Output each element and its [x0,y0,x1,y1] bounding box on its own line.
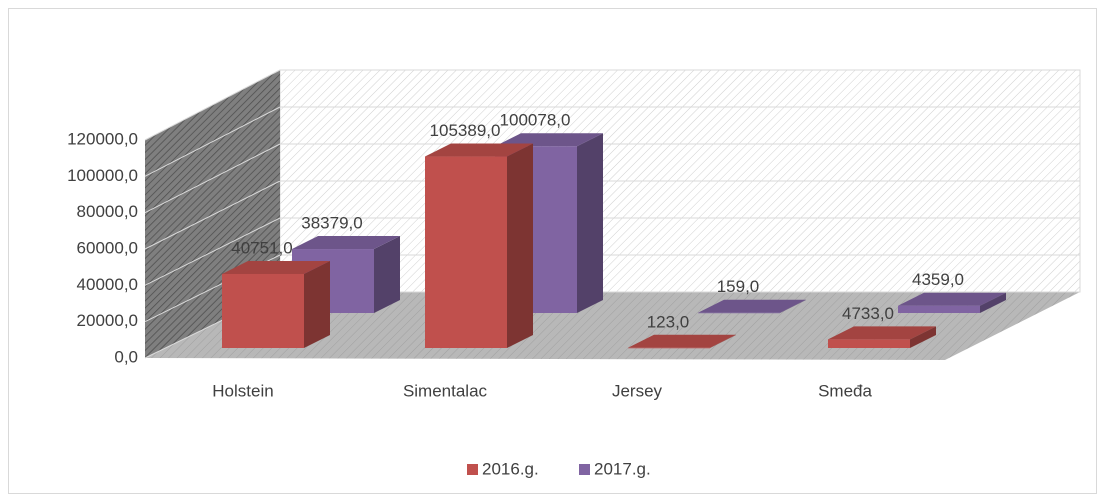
y-tick-label: 80000,0 [77,202,138,221]
value-label: 40751,0 [231,238,292,257]
bar [628,347,710,349]
bar-top [222,260,330,274]
bar [698,312,780,314]
value-label: 100078,0 [500,111,571,130]
y-tick-label: 20000,0 [77,311,138,330]
bar [898,305,980,313]
value-label: 105389,0 [430,121,501,140]
value-label: 159,0 [717,277,760,296]
value-label: 38379,0 [301,214,362,233]
legend-label: 2016.g. [482,459,539,478]
value-label: 4359,0 [912,270,964,289]
grid-line [144,180,281,250]
bar [828,339,910,348]
bar-side [710,334,736,348]
bar-side [304,260,330,348]
value-label: 4733,0 [842,304,894,323]
bar-top [628,334,736,348]
y-tick-label: 120000,0 [67,129,138,148]
bar-top [698,299,806,313]
bar-top [425,143,533,157]
y-tick-label: 60000,0 [77,238,138,257]
value-label: 123,0 [647,312,690,331]
bar-top [495,133,603,147]
bar-top [292,236,400,250]
y-tick-label: 40000,0 [77,275,138,294]
bar [425,156,507,348]
grid-line [144,69,281,141]
legend-label: 2017.g. [594,459,651,478]
legend-swatch [467,464,478,475]
x-tick-label: Smeđa [818,381,872,400]
bar-side [577,133,603,313]
grid-line [144,143,281,214]
bar-side [780,299,806,313]
bar-top [898,292,1006,306]
bar [222,273,304,348]
bar-side [910,326,936,348]
legend-swatch [579,464,590,475]
bar-top [828,326,936,340]
bar-side [374,236,400,313]
x-tick-label: Jersey [612,381,663,400]
x-tick-label: Simentalac [403,381,488,400]
grid-line [144,217,281,286]
y-tick-label: 0,0 [114,347,138,366]
y-tick-label: 100000,0 [67,166,138,185]
grid-line [144,106,281,177]
x-tick-label: Holstein [212,381,273,400]
bar-side [980,292,1006,313]
bar-side [507,143,533,348]
